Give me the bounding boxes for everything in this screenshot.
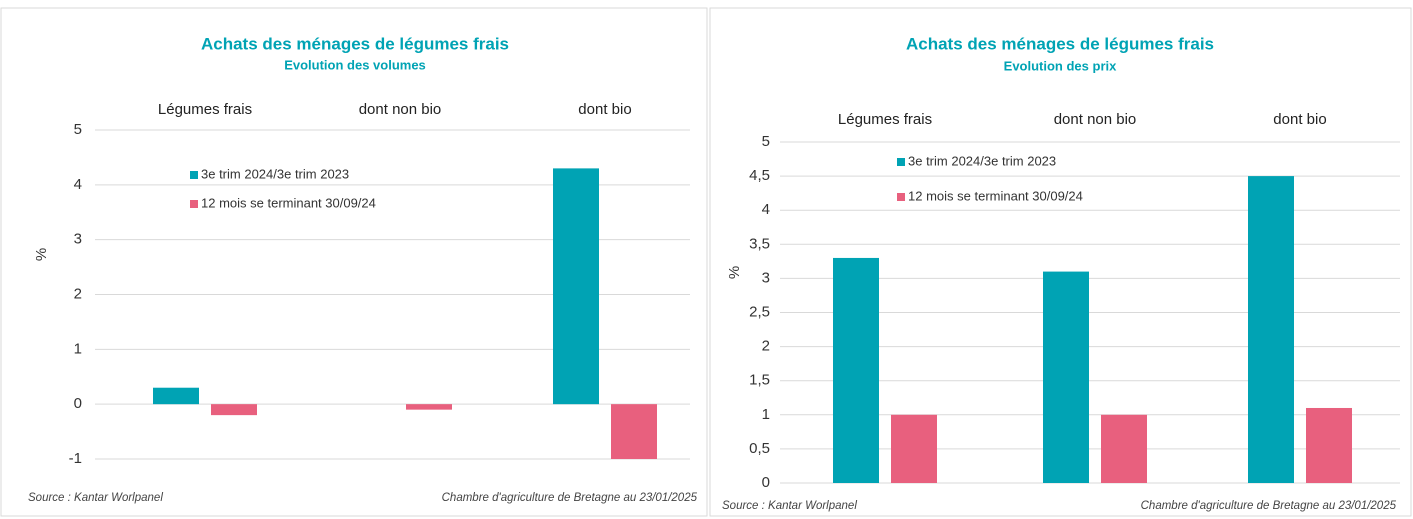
y-tick-label: 1	[762, 406, 770, 423]
y-tick-label: 5	[762, 133, 770, 150]
y-tick-label: 4,5	[749, 167, 770, 184]
y-tick-label: 2,5	[749, 303, 770, 320]
bar	[1101, 414, 1147, 483]
bar	[1306, 407, 1352, 483]
bar	[611, 404, 657, 459]
y-tick-label: 3,5	[749, 235, 770, 252]
y-tick-label: 5	[74, 121, 82, 138]
legend-label: 12 mois se terminant 30/09/24	[908, 188, 1083, 203]
source-note: Source : Kantar Worlpanel	[28, 492, 163, 504]
category-label: Légumes frais	[158, 101, 252, 118]
y-tick-label: 3	[74, 231, 82, 248]
category-label: dont non bio	[1054, 111, 1137, 128]
legend-label: 3e trim 2024/3e trim 2023	[201, 166, 349, 181]
bar	[833, 257, 879, 483]
y-axis-label: %	[33, 248, 50, 261]
category-label: Légumes frais	[838, 111, 932, 128]
panel-frame	[0, 7, 708, 517]
legend-swatch	[897, 158, 905, 166]
bar	[1248, 176, 1294, 483]
category-label: dont bio	[1273, 111, 1326, 128]
category-label: dont bio	[578, 101, 631, 118]
source-note: Source : Kantar Worlpanel	[722, 500, 857, 512]
category-label: dont non bio	[359, 101, 442, 118]
credit-note: Chambre d'agriculture de Bretagne au 23/…	[442, 492, 698, 504]
y-axis-label: %	[726, 266, 743, 279]
chart-title: Achats des ménages de légumes frais	[906, 34, 1214, 53]
legend-label: 3e trim 2024/3e trim 2023	[908, 153, 1056, 168]
panel-frame	[709, 7, 1412, 517]
chart-title: Achats des ménages de légumes frais	[201, 34, 509, 53]
y-tick-label: 4	[762, 201, 770, 218]
bar	[211, 404, 257, 416]
chart-subtitle: Evolution des volumes	[284, 57, 426, 72]
y-tick-label: 4	[74, 176, 82, 193]
y-tick-label: 0,5	[749, 440, 770, 457]
credit-note: Chambre d'agriculture de Bretagne au 23/…	[1141, 500, 1397, 512]
bar	[553, 168, 599, 405]
y-tick-label: -1	[69, 450, 82, 467]
y-tick-label: 3	[762, 269, 770, 286]
legend-swatch	[190, 200, 198, 208]
y-tick-label: 2	[762, 338, 770, 355]
bar	[1043, 271, 1089, 483]
y-tick-label: 0	[74, 395, 82, 412]
y-tick-label: 1	[74, 340, 82, 357]
legend-swatch	[190, 171, 198, 179]
bar	[891, 414, 937, 483]
legend-swatch	[897, 193, 905, 201]
legend-label: 12 mois se terminant 30/09/24	[201, 195, 376, 210]
chart-subtitle: Evolution des prix	[1004, 58, 1117, 73]
bar	[153, 387, 199, 405]
y-tick-label: 2	[74, 285, 82, 302]
bar	[406, 404, 452, 410]
y-tick-label: 1,5	[749, 372, 770, 389]
y-tick-label: 0	[762, 474, 770, 491]
